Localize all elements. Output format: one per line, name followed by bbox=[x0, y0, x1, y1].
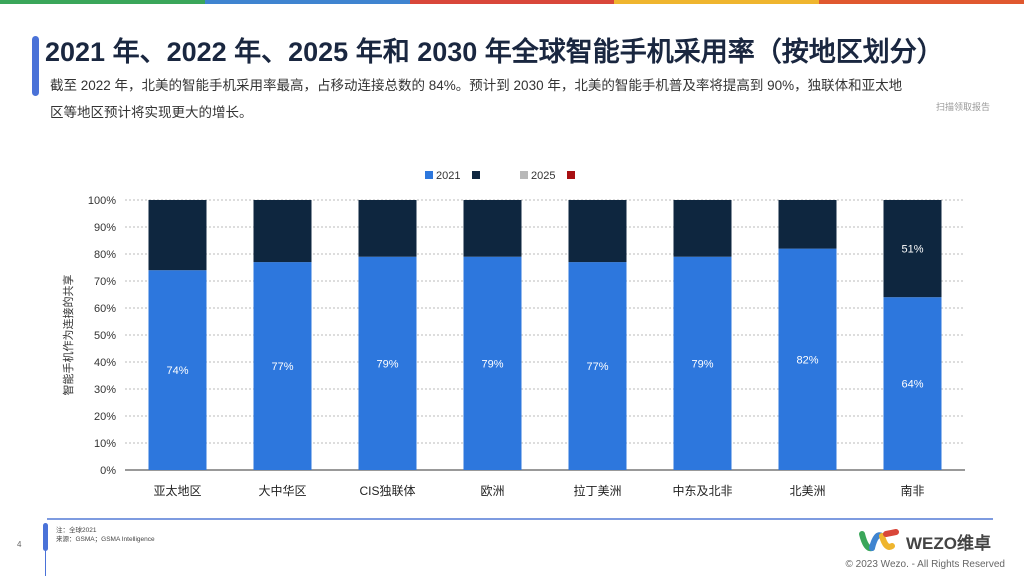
page-subtitle: 截至 2022 年，北美的智能手机采用率最高，占移动连接总数的 84%。预计到 … bbox=[50, 78, 903, 120]
copyright: © 2023 Wezo. - All Rights Reserved bbox=[845, 559, 1005, 570]
legend-swatch bbox=[425, 171, 433, 179]
wezo-logo-icon bbox=[859, 529, 899, 552]
bar-2021 bbox=[778, 248, 837, 470]
top-bar-segment bbox=[819, 0, 1024, 4]
bar-remainder bbox=[883, 200, 942, 298]
bar-remainder bbox=[673, 200, 732, 257]
legend-swatch bbox=[472, 171, 480, 179]
y-tick-label: 30% bbox=[94, 384, 116, 396]
logo-text: WEZO维卓 bbox=[906, 533, 991, 553]
title-accent bbox=[32, 36, 39, 96]
top-bar-segment bbox=[0, 0, 205, 4]
bar-remainder bbox=[358, 200, 417, 257]
page-number: 4 bbox=[17, 540, 22, 549]
footer-accent-line bbox=[45, 550, 46, 576]
top-bar-segment bbox=[204, 0, 410, 4]
y-tick-label: 60% bbox=[94, 303, 116, 315]
data-label: 51% bbox=[901, 244, 923, 256]
y-tick-label: 90% bbox=[94, 222, 116, 234]
y-tick-label: 100% bbox=[88, 195, 116, 207]
footer-divider bbox=[47, 518, 993, 520]
y-tick-label: 80% bbox=[94, 249, 116, 261]
bar-2021 bbox=[463, 256, 522, 470]
bar-remainder bbox=[778, 200, 837, 249]
source-line: 来源：GSMA；GSMA Intelligence bbox=[56, 536, 155, 543]
x-tick-label: 大中华区 bbox=[258, 483, 306, 498]
y-tick-label: 0% bbox=[100, 465, 116, 477]
note-line: 注：全球2021 bbox=[56, 527, 97, 534]
bar-remainder bbox=[568, 200, 627, 263]
y-tick-label: 40% bbox=[94, 357, 116, 369]
x-tick-label: CIS独联体 bbox=[359, 484, 415, 498]
legend-swatch bbox=[520, 171, 528, 179]
bar-2021 bbox=[673, 256, 732, 470]
y-tick-label: 50% bbox=[94, 330, 116, 342]
x-tick-label: 拉丁美洲 bbox=[573, 483, 621, 498]
x-tick-label: 亚太地区 bbox=[153, 483, 201, 498]
x-tick-label: 中东及北非 bbox=[672, 483, 732, 498]
legend-swatch bbox=[567, 171, 575, 179]
top-color-bar bbox=[0, 0, 1024, 4]
data-label: 79% bbox=[691, 358, 713, 370]
source-note: 注：全球2021 来源：GSMA；GSMA Intelligence bbox=[56, 526, 155, 544]
legend-label: 2025 bbox=[531, 170, 555, 182]
page-title: 2021 年、2022 年、2025 年和 2030 年全球智能手机采用率（按地… bbox=[45, 37, 944, 67]
data-label: 79% bbox=[481, 358, 503, 370]
y-tick-label: 10% bbox=[94, 438, 116, 450]
data-label: 64% bbox=[901, 379, 923, 391]
bar-2021 bbox=[253, 262, 312, 470]
data-label: 77% bbox=[586, 361, 608, 373]
x-tick-label: 欧洲 bbox=[480, 484, 504, 498]
data-label: 79% bbox=[376, 358, 398, 370]
y-tick-label: 70% bbox=[94, 276, 116, 288]
bar-remainder bbox=[463, 200, 522, 257]
wezo-logo: WEZO维卓 bbox=[858, 528, 991, 554]
bar-remainder bbox=[253, 200, 312, 263]
y-tick-label: 20% bbox=[94, 411, 116, 423]
x-tick-label: 北美洲 bbox=[789, 484, 825, 498]
data-label: 77% bbox=[271, 361, 293, 373]
scan-link[interactable]: 扫描领取报告 bbox=[935, 102, 990, 112]
top-bar-segment bbox=[614, 0, 820, 4]
legend-label: 2021 bbox=[436, 170, 460, 182]
bar-2021 bbox=[148, 270, 207, 470]
data-label: 82% bbox=[796, 354, 818, 366]
bar-2021 bbox=[358, 256, 417, 470]
footer-accent bbox=[43, 523, 48, 551]
y-axis-label: 智能手机作为连接的共享 bbox=[61, 275, 75, 396]
bar-2021 bbox=[568, 262, 627, 470]
top-bar-segment bbox=[409, 0, 615, 4]
bar-2021 bbox=[883, 297, 942, 470]
data-label: 74% bbox=[166, 365, 188, 377]
bar-remainder bbox=[148, 200, 207, 271]
x-tick-label: 南非 bbox=[900, 483, 924, 498]
